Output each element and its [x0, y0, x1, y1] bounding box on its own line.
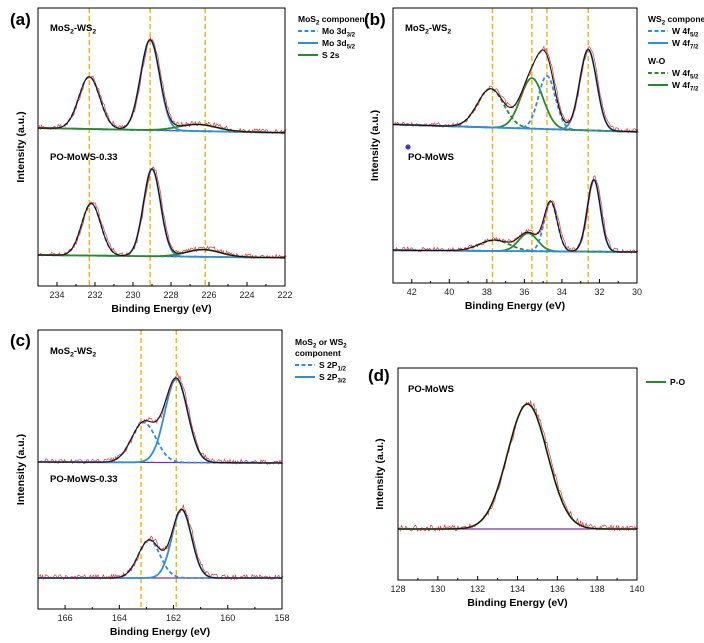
x-tick-label: 38 [482, 287, 492, 297]
x-tick-label: 140 [629, 584, 644, 594]
legend-title: W-O [648, 56, 666, 66]
component-peak [38, 248, 285, 259]
legend-entry: W 4f5/2 [672, 68, 699, 81]
legend-entry: S 2P3/2 [319, 372, 347, 385]
x-tick-label: 226 [201, 290, 216, 300]
y-axis-label: Intensity (a.u.) [369, 110, 381, 181]
plot-frame [392, 7, 638, 284]
x-tick-label: 224 [239, 290, 254, 300]
envelope-line [38, 508, 282, 579]
sample-label: MoS2-WS2 [405, 23, 451, 36]
component-peak [38, 421, 282, 464]
panel-letter: (a) [10, 10, 31, 29]
envelope-line [38, 38, 285, 134]
x-tick-label: 158 [274, 613, 289, 623]
legend-entry: W 4f7/2 [672, 80, 699, 93]
component-peak [398, 403, 637, 530]
envelope-line [393, 178, 637, 253]
plot-frame [37, 7, 286, 287]
component-peak [393, 178, 637, 253]
raw-data-line [393, 45, 639, 134]
x-tick-label: 166 [58, 613, 73, 623]
component-peak [393, 232, 637, 253]
raw-data-line [38, 166, 287, 260]
panel-d: (d) PO-MoWS 128 130 132 134 136 138 140 Binding E… [368, 366, 686, 609]
sample-label: PO-MoWS-0.33 [50, 474, 118, 485]
raw-data-line [394, 175, 639, 254]
x-tick-label: 34 [557, 287, 567, 297]
legend-title: WS2 component [648, 14, 704, 27]
x-tick-label: 40 [444, 287, 454, 297]
raw-data-line [398, 400, 639, 533]
marker-dot [405, 144, 411, 150]
legend-title: MoS2 component [298, 14, 368, 27]
x-tick-label: 36 [519, 287, 529, 297]
sample-label: PO-MoWS [408, 152, 454, 163]
envelope-line [38, 377, 282, 464]
x-tick-label: 130 [430, 584, 445, 594]
envelope-line [398, 403, 637, 530]
x-tick-label: 160 [220, 613, 235, 623]
legend-title-cont: component [295, 348, 341, 358]
x-tick-label: 128 [390, 584, 405, 594]
x-tick-label: 232 [87, 290, 102, 300]
panel-letter: (b) [364, 10, 386, 29]
panel-letter: (c) [10, 331, 31, 350]
sample-label: PO-MoWS [408, 384, 454, 395]
x-tick-label: 138 [590, 584, 605, 594]
x-tick-label: 32 [594, 287, 604, 297]
plot-frame [37, 329, 283, 610]
component-peak [38, 508, 282, 579]
panel-a: (a) MoS2-WS2 PO-MoWS-0.33 234 232 230 228 226 22… [10, 7, 368, 315]
x-tick-label: 132 [470, 584, 485, 594]
legend-entry: Mo 3d3/2 [322, 26, 356, 39]
raw-data-line [38, 503, 284, 581]
envelope-line [38, 168, 285, 259]
legend-entry: Mo 3d5/2 [322, 38, 356, 51]
sample-label: MoS2-WS2 [50, 346, 96, 359]
component-peak [393, 48, 637, 133]
legend-entry: S 2P1/2 [319, 360, 347, 373]
x-tick-label: 42 [407, 287, 417, 297]
legend: WS2 componentW 4f5/2W 4f7/2W-OW 4f5/2W 4… [648, 14, 704, 93]
panel-c: (c) MoS2-WS2 PO-MoWS-0.33 166 164 162 160 158 Bi… [10, 329, 347, 638]
x-tick-label: 230 [125, 290, 140, 300]
x-tick-label: 30 [632, 287, 642, 297]
y-axis-label: Intensity (a.u.) [15, 434, 27, 505]
panel-b: (b) MoS2-WS2 PO-MoWS 42 40 38 36 34 32 30 Binding … [364, 7, 704, 312]
component-peak [38, 378, 282, 464]
x-tick-label: 222 [277, 290, 292, 300]
x-tick-label: 134 [510, 584, 525, 594]
sample-label: PO-MoWS-0.33 [50, 152, 118, 163]
raw-data-line [38, 36, 287, 135]
legend-title: MoS2 or WS2 [295, 337, 347, 350]
panel-letter: (d) [368, 366, 390, 385]
x-tick-label: 228 [163, 290, 178, 300]
x-tick-label: 136 [550, 584, 565, 594]
legend-entry: S 2s [322, 50, 340, 60]
x-axis-label: Binding Energy (eV) [110, 626, 210, 638]
y-axis-label: Intensity (a.u.) [374, 438, 386, 509]
x-tick-label: 164 [112, 613, 127, 623]
sample-label: MoS2-WS2 [50, 23, 96, 36]
legend-entry: W 4f5/2 [672, 26, 699, 39]
x-tick-label: 162 [166, 613, 181, 623]
legend-entry: W 4f7/2 [672, 38, 699, 51]
legend: MoS2 or WS2 component S 2P1/2S 2P3/2 [295, 337, 347, 385]
x-axis-label: Binding Energy (eV) [111, 303, 211, 315]
plot-frame [397, 367, 638, 581]
x-axis-label: Binding Energy (eV) [465, 300, 565, 312]
raw-data-line [39, 372, 284, 466]
legend-entry: P-O [670, 377, 686, 387]
x-axis-label: Binding Energy (eV) [467, 597, 567, 609]
x-tick-label: 234 [49, 290, 64, 300]
legend: P-O [646, 377, 686, 387]
y-axis-label: Intensity (a.u.) [15, 111, 27, 182]
envelope-line [393, 48, 637, 133]
